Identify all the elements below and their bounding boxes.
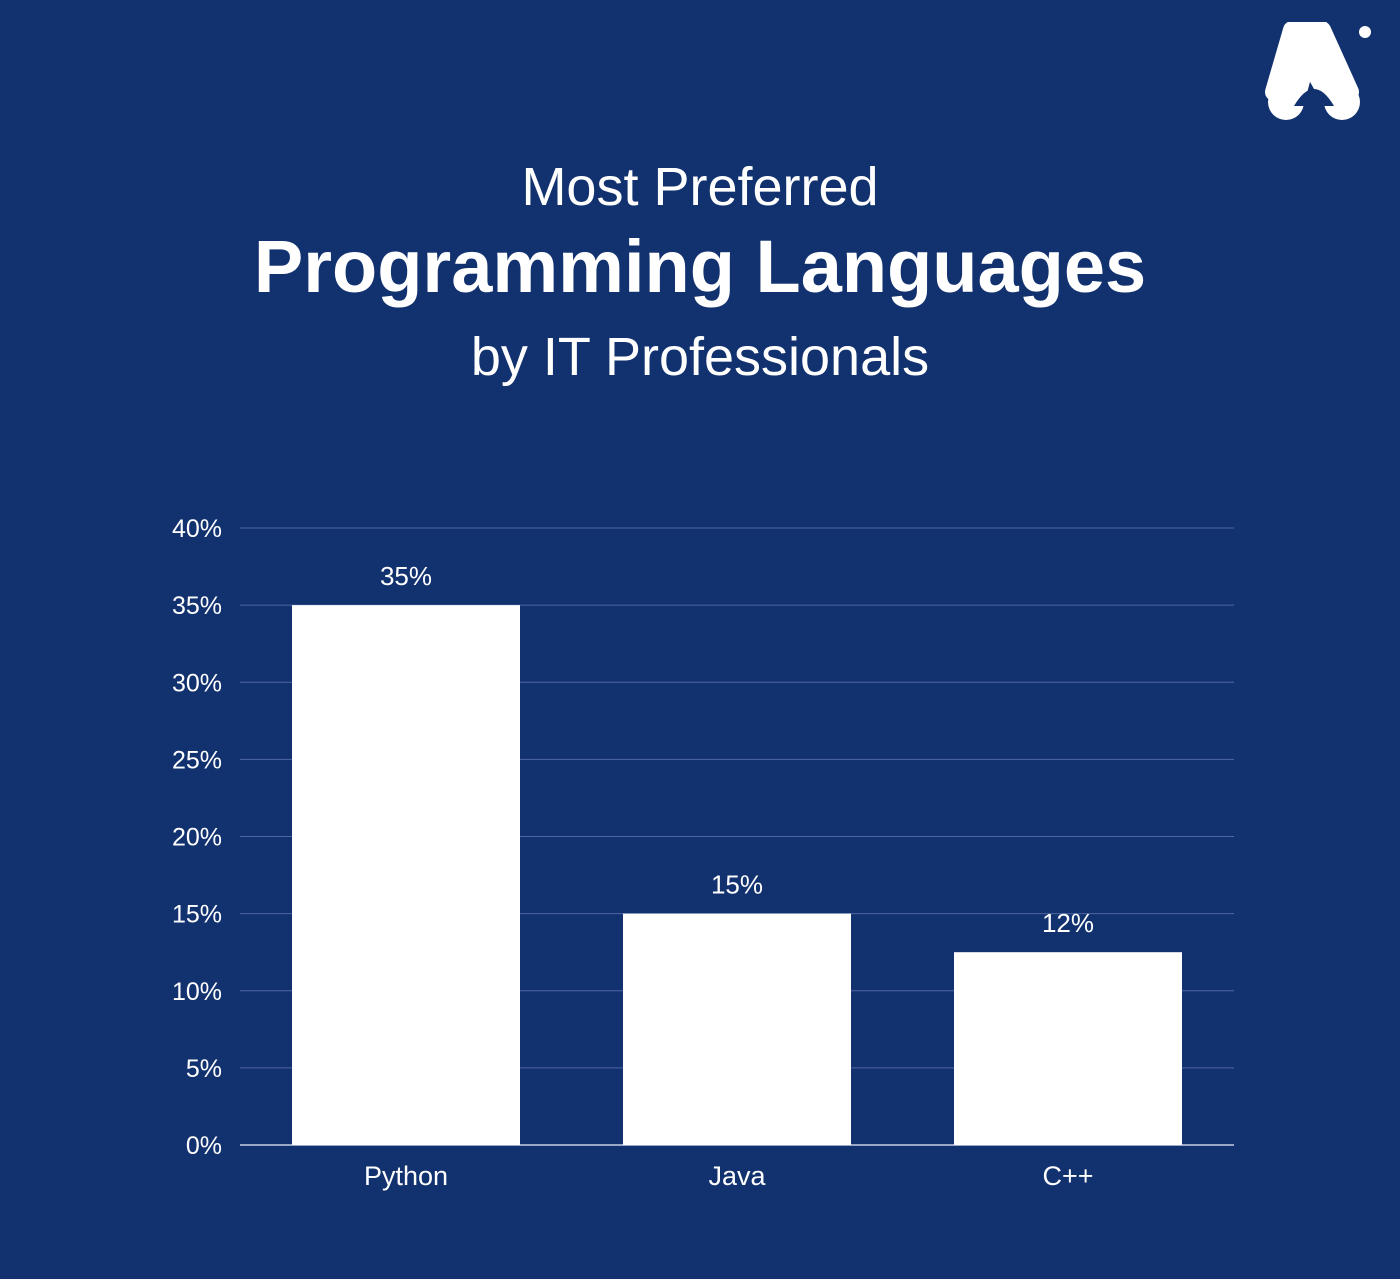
y-tick-label: 20% [172, 824, 222, 852]
bar-python [292, 605, 520, 1145]
x-tick-label: Python [364, 1161, 448, 1191]
y-tick-label: 15% [172, 901, 222, 929]
y-tick-label: 10% [172, 978, 222, 1006]
y-tick-label: 40% [172, 515, 222, 543]
title-line-top: Most Preferred [521, 157, 879, 217]
x-tick-label: Java [708, 1161, 766, 1191]
chart-title-main: Programming Languages [253, 225, 1147, 308]
data-label: 12% [1042, 908, 1094, 938]
y-tick-label: 5% [186, 1055, 222, 1083]
y-tick-label: 30% [172, 669, 222, 697]
x-tick-label: C++ [1042, 1161, 1093, 1191]
data-label: 15% [711, 870, 763, 900]
bar-c- [954, 952, 1182, 1145]
y-tick-label: 0% [186, 1132, 222, 1160]
y-tick-label: 25% [172, 746, 222, 774]
brand-logo-icon [1265, 22, 1371, 120]
y-tick-label: 35% [172, 592, 222, 620]
bar-java [623, 913, 851, 1145]
title-line-bottom: by IT Professionals [470, 327, 930, 387]
data-label: 35% [380, 561, 432, 591]
